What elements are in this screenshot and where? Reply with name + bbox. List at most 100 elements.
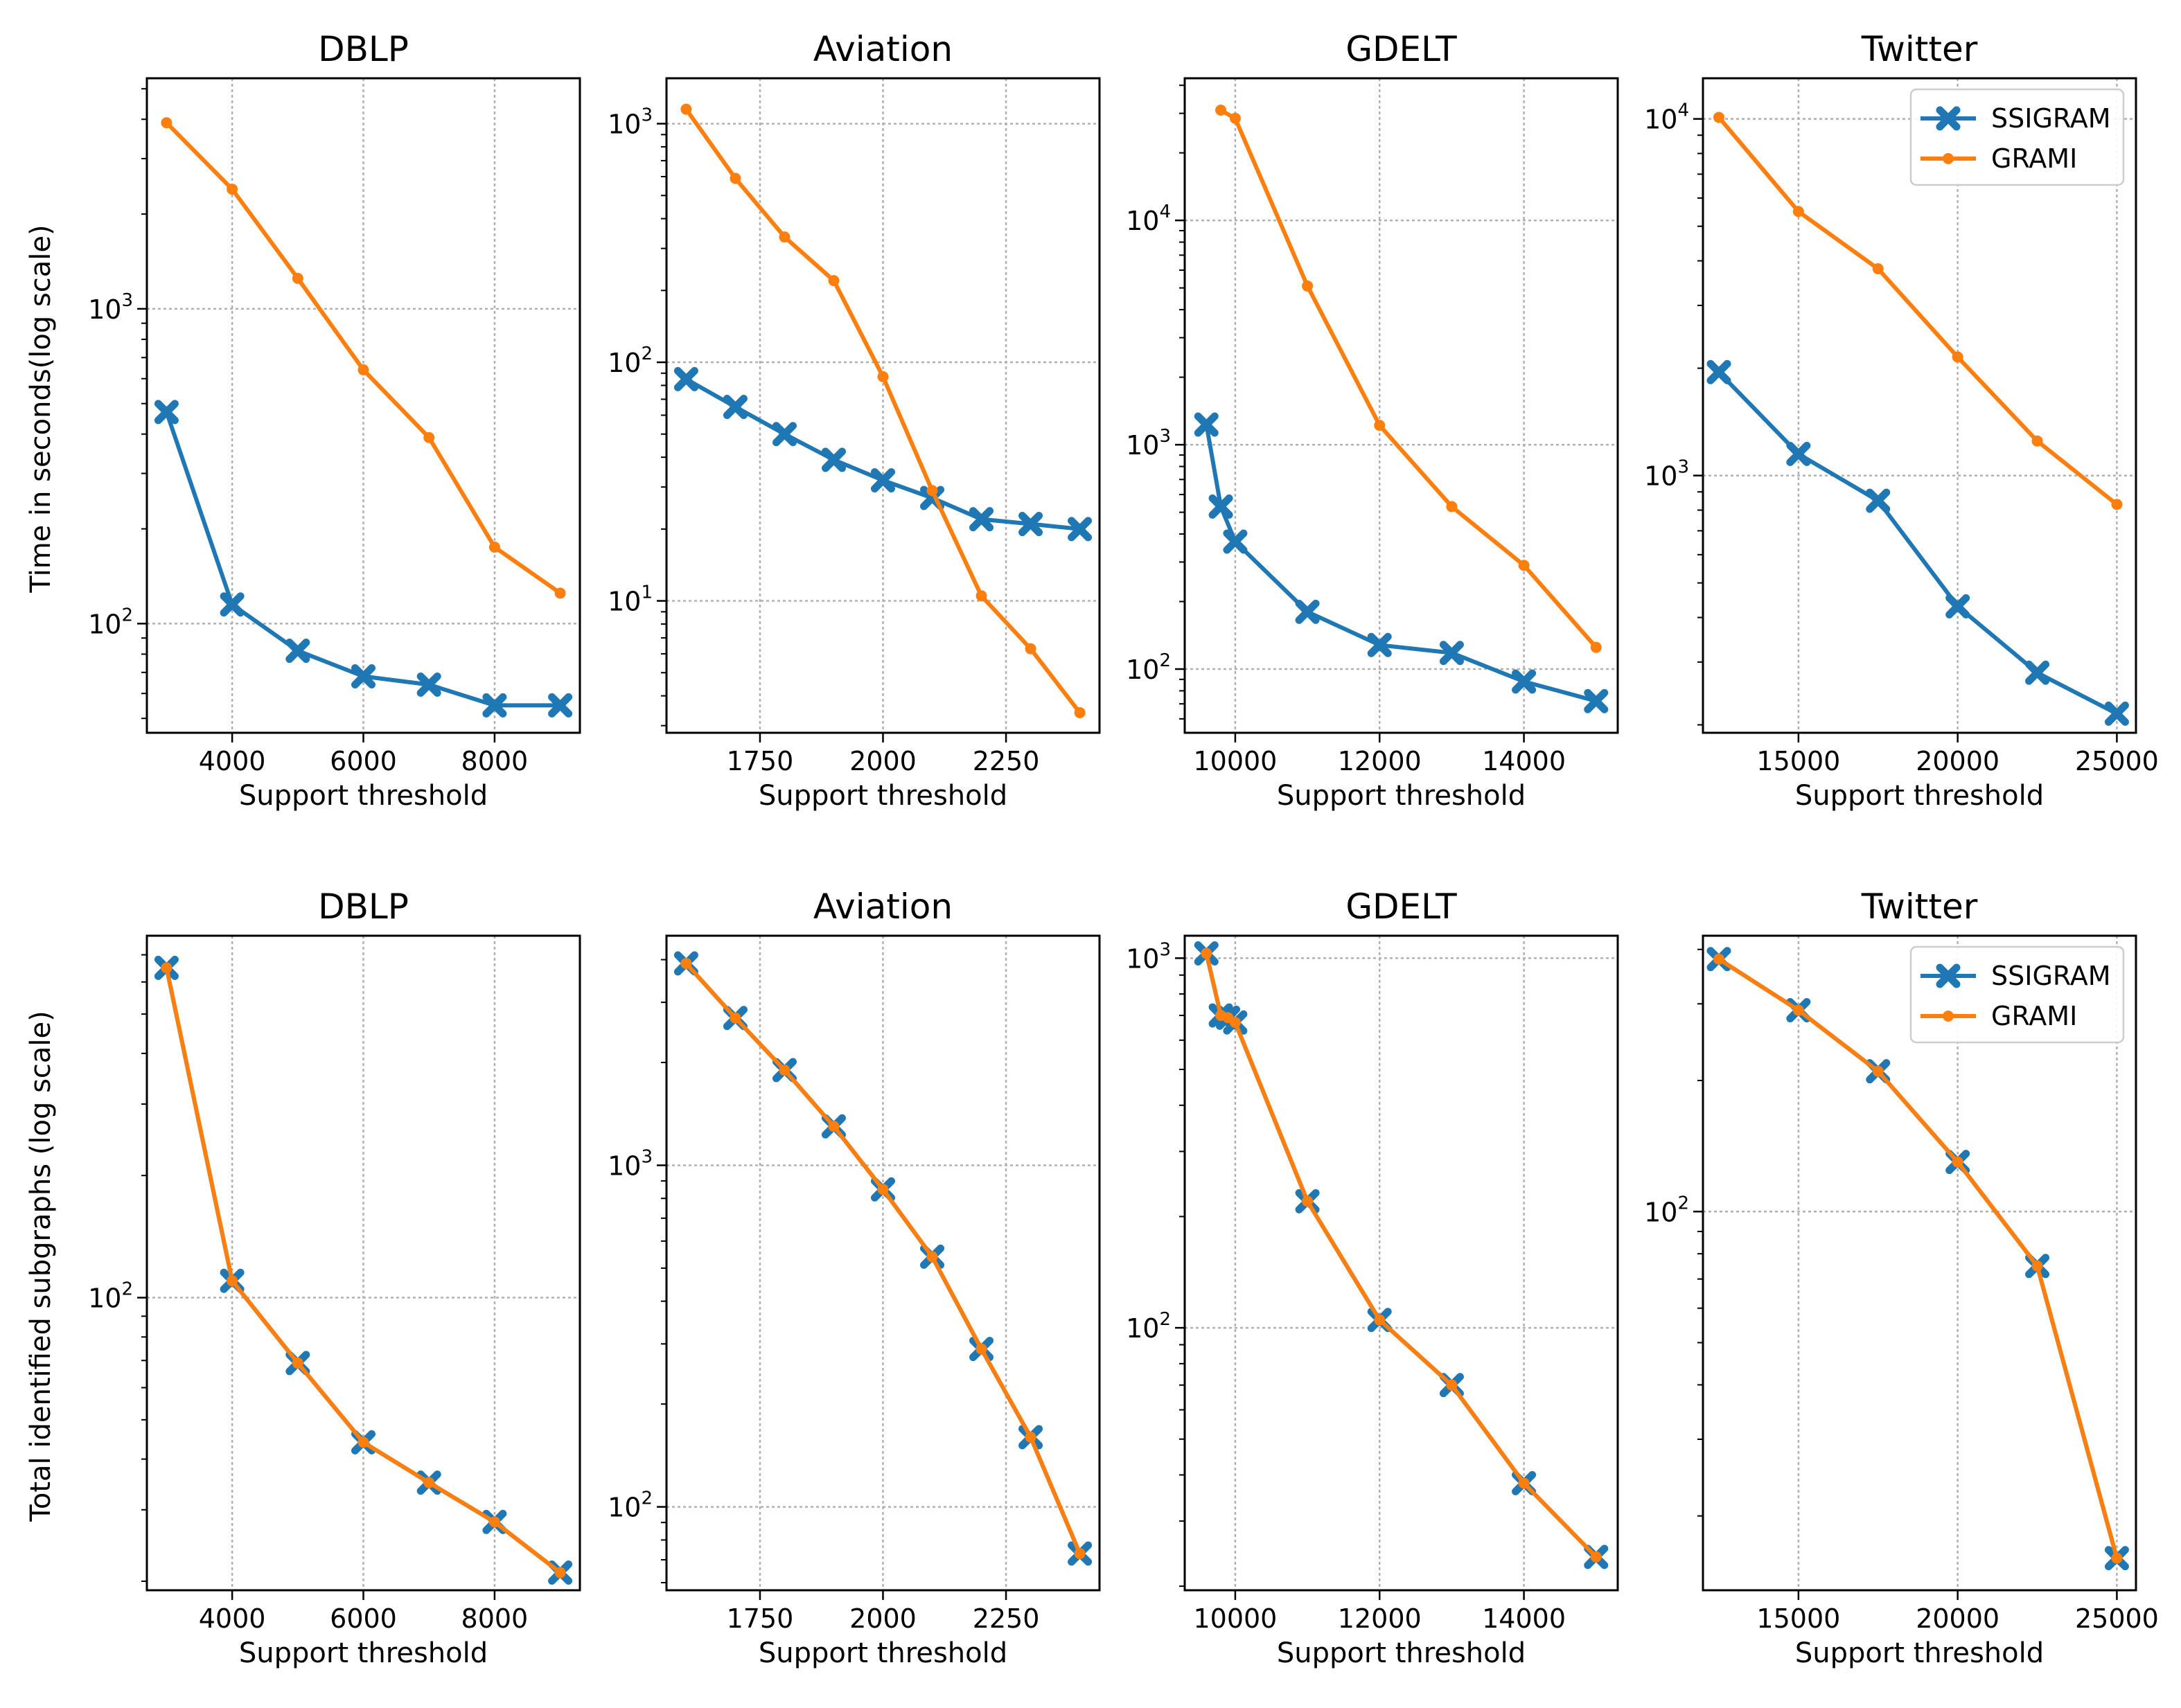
data-point-grami <box>554 1567 566 1578</box>
series-line-ssigram <box>1718 957 2119 1559</box>
data-point-ssigram <box>351 664 376 689</box>
data-point-grami <box>1952 1156 1963 1168</box>
y-tick-label: 103 <box>1126 426 1171 461</box>
data-point-grami <box>1302 1195 1314 1207</box>
data-point-ssigram <box>871 468 895 493</box>
data-point-ssigram <box>1512 669 1537 694</box>
x-tick-label: 6000 <box>330 746 397 776</box>
data-point-grami <box>1374 1314 1386 1326</box>
chart-title: DBLP <box>318 29 409 69</box>
series-line-grami <box>1219 108 1598 649</box>
series-grami <box>161 962 566 1578</box>
chart-panel-gdelt-2: 10000 12000 14000 102 103 104 GDELT Support thr… <box>1126 29 1619 812</box>
y-tick-label: 102 <box>608 344 653 378</box>
data-point-ssigram <box>285 639 310 664</box>
data-point-ssigram <box>1706 359 1731 384</box>
plot-frame <box>1183 934 1619 1592</box>
data-point-ssigram <box>1194 412 1219 437</box>
x-tick-label: 4000 <box>199 746 266 776</box>
data-point-grami <box>779 231 791 243</box>
data-point-grami <box>779 1064 791 1076</box>
y-tick-label: 103 <box>1126 939 1171 974</box>
data-point-ssigram <box>1584 688 1609 713</box>
data-point-grami <box>877 371 889 382</box>
y-tick-label: 101 <box>608 582 653 617</box>
legend-marker-ssigram <box>1936 106 1961 131</box>
plot-frame <box>145 77 581 734</box>
series-grami <box>161 117 566 599</box>
series-grami <box>680 103 1086 718</box>
x-tick-label: 4000 <box>199 1603 266 1634</box>
x-tick-label: 1750 <box>727 1603 794 1634</box>
series-grami <box>1713 112 2123 510</box>
data-point-grami <box>2031 435 2043 447</box>
data-point-grami <box>1374 420 1386 432</box>
legend-label-ssigram: SSIGRAM <box>1991 961 2111 991</box>
chart-title: GDELT <box>1345 29 1457 69</box>
x-axis-label: Support threshold <box>1795 1637 2044 1669</box>
series-ssigram <box>1194 941 1609 1569</box>
legend-marker-grami <box>1943 153 1954 164</box>
x-tick-label: 14000 <box>1482 1603 1566 1634</box>
data-point-grami <box>488 1516 500 1528</box>
data-point-grami <box>1872 263 1884 275</box>
chart-title: Twitter <box>1861 29 1978 69</box>
plot-frame <box>665 934 1101 1592</box>
series-line-grami <box>1204 952 1598 1558</box>
x-tick-label: 20000 <box>1916 746 1999 776</box>
legend: SSIGRAM GRAMI <box>1909 88 2125 186</box>
data-point-grami <box>292 272 303 284</box>
data-point-ssigram <box>723 395 748 420</box>
x-tick-label: 20000 <box>1916 1603 1999 1634</box>
data-point-grami <box>1590 1551 1602 1563</box>
data-point-grami <box>423 432 435 443</box>
chart-panel-dblp-0: 4000 6000 8000 102 103 DBLP Support threshold <box>88 29 581 812</box>
chart-title: Aviation <box>813 887 953 927</box>
series-line-ssigram <box>1204 424 1597 704</box>
series-line-ssigram <box>1717 371 2118 716</box>
chart-panel-twitter-7: 15000 20000 25000 102 Twitter Support thresho… <box>1644 887 2159 1669</box>
data-point-grami <box>161 117 173 129</box>
series-line-ssigram <box>1204 952 1598 1558</box>
data-point-grami <box>1713 112 1724 123</box>
data-point-ssigram <box>548 693 573 718</box>
x-tick-label: 25000 <box>2075 1603 2159 1634</box>
data-point-grami <box>357 1436 369 1448</box>
series-grami <box>680 957 1086 1560</box>
series-grami <box>1713 953 2123 1564</box>
x-tick-label: 1750 <box>727 746 794 776</box>
x-tick-label: 2250 <box>973 746 1040 776</box>
data-point-grami <box>2111 1552 2123 1564</box>
legend-label-ssigram: SSIGRAM <box>1991 103 2111 134</box>
series-grami <box>1215 105 1602 653</box>
data-point-grami <box>1025 643 1036 655</box>
y-tick-label: 102 <box>1126 650 1171 685</box>
data-point-grami <box>877 1184 889 1195</box>
data-point-grami <box>1302 280 1314 292</box>
data-point-grami <box>161 962 173 974</box>
data-point-grami <box>680 957 692 969</box>
data-point-grami <box>1215 105 1227 116</box>
data-point-grami <box>828 275 840 287</box>
legend-label-grami: GRAMI <box>1991 1001 2077 1031</box>
legend-box <box>1909 945 2125 1044</box>
x-tick-label: 15000 <box>1756 746 1840 776</box>
legend-box <box>1909 88 2125 186</box>
x-tick-label: 8000 <box>461 1603 529 1634</box>
data-point-grami <box>1446 501 1458 513</box>
data-point-grami <box>680 103 692 115</box>
data-point-grami <box>1025 1431 1036 1443</box>
legend: SSIGRAM GRAMI <box>1909 945 2125 1044</box>
data-point-ssigram <box>2025 660 2050 685</box>
data-point-grami <box>2111 499 2123 510</box>
data-point-grami <box>1201 948 1212 959</box>
plot-frame <box>1183 77 1619 734</box>
data-point-grami <box>926 1251 938 1263</box>
x-axis-label: Support threshold <box>1277 780 1526 812</box>
y-tick-label: 102 <box>1644 1193 1689 1227</box>
y-tick-label: 103 <box>608 1146 653 1181</box>
y-tick-label: 104 <box>1126 202 1171 236</box>
x-tick-label: 2000 <box>849 746 917 776</box>
data-point-ssigram <box>1223 529 1248 554</box>
x-axis-label: Support threshold <box>239 1637 488 1669</box>
